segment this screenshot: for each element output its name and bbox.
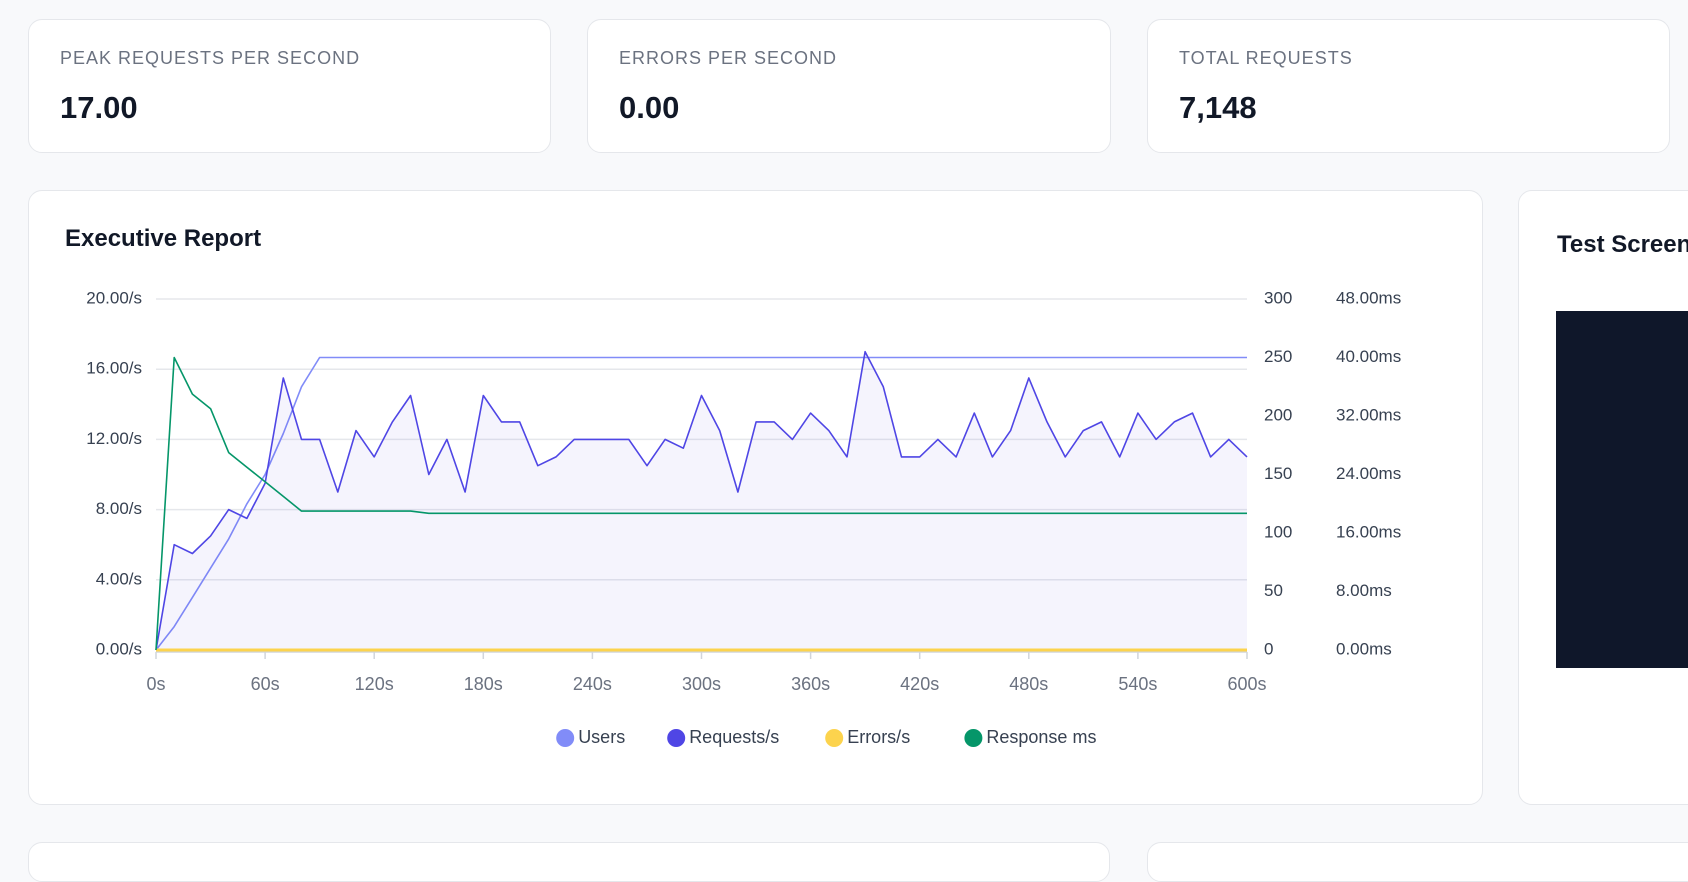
x-tick-label: 0s (146, 674, 165, 694)
y2-tick-label: 0 (1264, 639, 1273, 658)
y-tick-label: 8.00/s (96, 499, 142, 518)
stat-value: 0.00 (619, 90, 680, 125)
stat-card: ERRORS PER SECOND 0.00 (587, 19, 1111, 153)
stat-card: PEAK REQUESTS PER SECOND 17.00 (28, 19, 551, 153)
series-area (156, 351, 1247, 650)
y3-tick-label: 48.00ms (1336, 288, 1401, 307)
y3-tick-label: 0.00ms (1336, 639, 1392, 658)
y-tick-label: 0.00/s (96, 639, 142, 658)
legend-swatch (825, 729, 844, 747)
legend-item: Response ms (964, 727, 1096, 747)
x-tick-label: 360s (791, 674, 830, 694)
y3-tick-label: 32.00ms (1336, 405, 1401, 424)
x-tick-label: 240s (573, 674, 612, 694)
legend-label: Requests/s (689, 727, 779, 747)
x-tick-label: 180s (464, 674, 503, 694)
panel-title: Test Screen (1557, 231, 1688, 258)
y2-tick-label: 300 (1264, 288, 1292, 307)
legend-item: Requests/s (667, 727, 779, 747)
y-tick-label: 4.00/s (96, 569, 142, 588)
y-tick-label: 20.00/s (86, 288, 142, 307)
legend-swatch (667, 729, 686, 747)
stat-label: ERRORS PER SECOND (619, 48, 838, 68)
x-tick-label: 480s (1009, 674, 1048, 694)
legend-swatch (556, 729, 575, 747)
x-tick-label: 600s (1227, 674, 1266, 694)
y3-tick-label: 16.00ms (1336, 522, 1401, 541)
page: PEAK REQUESTS PER SECOND 17.00 ERRORS PE… (28, 19, 1688, 882)
y3-tick-label: 8.00ms (1336, 581, 1392, 600)
x-tick-label: 540s (1118, 674, 1157, 694)
y-tick-label: 12.00/s (86, 429, 142, 448)
chart-title: Executive Report (65, 225, 262, 252)
legend-item: Users (556, 727, 625, 747)
y2-tick-label: 150 (1264, 464, 1292, 483)
x-tick-label: 120s (355, 674, 394, 694)
legend-swatch (964, 729, 983, 747)
y3-tick-label: 40.00ms (1336, 347, 1401, 366)
x-tick-label: 300s (682, 674, 721, 694)
series-line (155, 356, 1247, 651)
legend-label: Users (578, 727, 625, 747)
stat-label: TOTAL REQUESTS (1179, 48, 1353, 68)
legend-label: Response ms (986, 727, 1096, 747)
y2-tick-label: 250 (1264, 347, 1292, 366)
y3-tick-label: 24.00ms (1336, 464, 1401, 483)
series-line (155, 356, 1247, 651)
stat-label: PEAK REQUESTS PER SECOND (60, 48, 361, 68)
y2-tick-label: 100 (1264, 522, 1292, 541)
y2-tick-label: 50 (1264, 581, 1283, 600)
chart-panel: Executive Report (28, 190, 1483, 805)
x-tick-label: 420s (900, 674, 939, 694)
stat-value: 7,148 (1179, 90, 1257, 125)
legend-label: Errors/s (847, 727, 910, 747)
stat-card: TOTAL REQUESTS 7,148 (1147, 19, 1670, 153)
stat-value: 17.00 (60, 90, 138, 125)
chart: 0.00/s 4.00/s 8.00/s 12.00/s 16.00/s 20.00/s 0… (86, 288, 1401, 747)
screenshot-image (1556, 311, 1688, 668)
x-tick-label: 60s (251, 674, 280, 694)
legend-item: Errors/s (825, 727, 910, 747)
screenshot-panel: Test Screen (1518, 190, 1688, 805)
series-line (155, 350, 1248, 651)
y2-tick-label: 200 (1264, 405, 1292, 424)
y-tick-label: 16.00/s (86, 359, 142, 378)
